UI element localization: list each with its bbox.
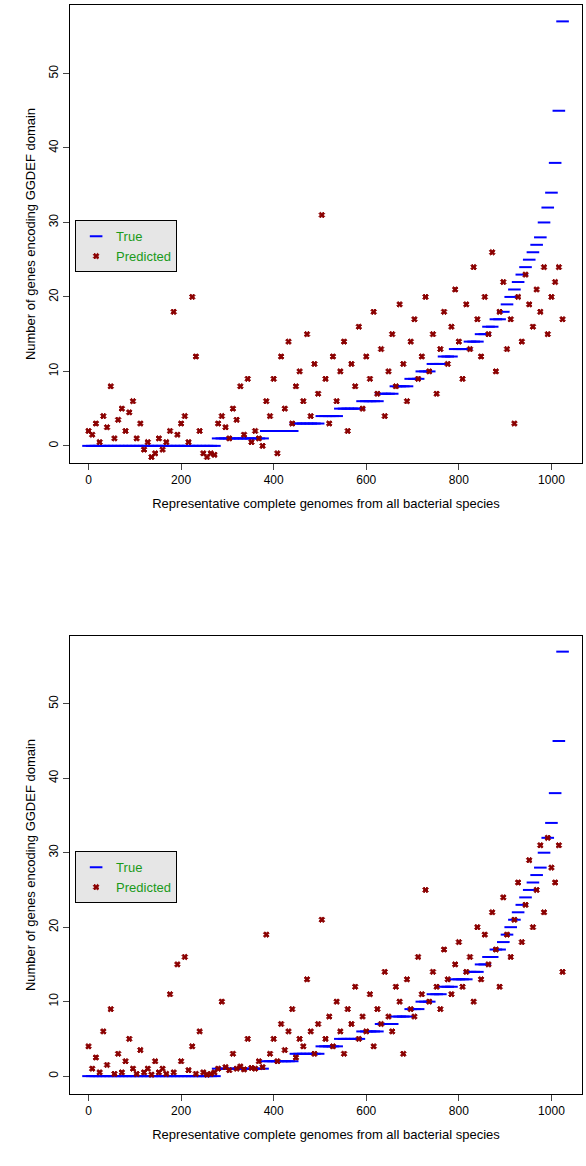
- svg-text:Representative complete genome: Representative complete genomes from all…: [152, 1127, 500, 1142]
- svg-text:Number of genes encoding GGDEF: Number of genes encoding GGDEF domain: [23, 739, 38, 991]
- svg-text:20: 20: [47, 918, 61, 932]
- svg-text:Predicted: Predicted: [116, 880, 171, 895]
- svg-text:800: 800: [449, 473, 469, 487]
- svg-text:200: 200: [171, 1104, 191, 1118]
- svg-text:10: 10: [47, 363, 61, 377]
- svg-text:20: 20: [47, 288, 61, 302]
- svg-text:1000: 1000: [538, 473, 565, 487]
- svg-text:600: 600: [356, 1104, 376, 1118]
- svg-text:10: 10: [47, 993, 61, 1007]
- svg-text:40: 40: [47, 139, 61, 153]
- svg-text:400: 400: [264, 1104, 284, 1118]
- svg-text:40: 40: [47, 769, 61, 783]
- svg-text:Predicted: Predicted: [116, 249, 171, 264]
- svg-text:1000: 1000: [538, 1104, 565, 1118]
- svg-text:True: True: [116, 229, 142, 244]
- svg-text:600: 600: [356, 473, 376, 487]
- svg-text:30: 30: [47, 844, 61, 858]
- svg-text:200: 200: [171, 473, 191, 487]
- svg-text:0: 0: [85, 1104, 92, 1118]
- svg-text:Representative complete genome: Representative complete genomes from all…: [152, 496, 500, 511]
- svg-text:30: 30: [47, 214, 61, 228]
- svg-text:400: 400: [264, 473, 284, 487]
- svg-text:50: 50: [47, 65, 61, 79]
- svg-text:50: 50: [47, 695, 61, 709]
- svg-text:0: 0: [47, 440, 61, 447]
- svg-text:True: True: [116, 860, 142, 875]
- svg-text:0: 0: [47, 1071, 61, 1078]
- svg-text:800: 800: [449, 1104, 469, 1118]
- svg-text:Number of genes encoding GGDEF: Number of genes encoding GGDEF domain: [23, 108, 38, 360]
- svg-text:0: 0: [85, 473, 92, 487]
